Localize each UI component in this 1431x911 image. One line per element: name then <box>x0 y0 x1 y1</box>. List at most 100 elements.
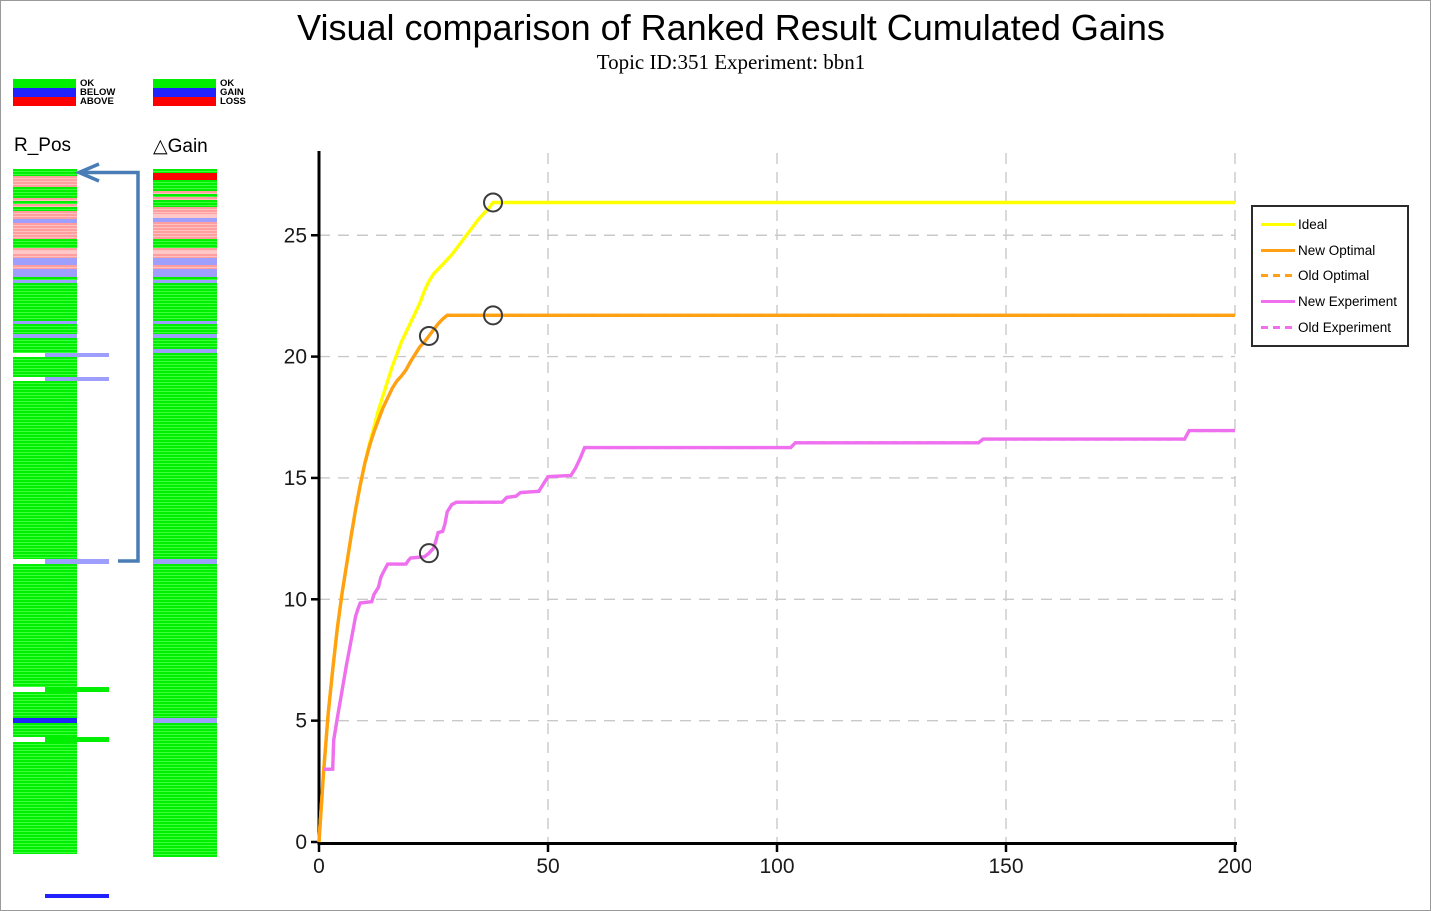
rank-stripe <box>13 687 109 692</box>
cutoff-marker <box>418 325 439 346</box>
rank-stripe <box>13 321 77 324</box>
x-tick-label: 0 <box>313 855 325 878</box>
stripe-wide-mark <box>45 353 109 357</box>
rank-stripe <box>13 737 109 742</box>
rank-stripe <box>153 239 217 248</box>
rank-stripe <box>13 223 77 239</box>
chart-legend-item: Old Experiment <box>1253 317 1407 337</box>
rank-stripe <box>13 201 77 204</box>
dgain-column-title: △Gain <box>153 136 208 157</box>
chart-legend-item: New Optimal <box>1253 240 1407 260</box>
legend-row: LOSS <box>153 96 323 107</box>
rank-stripe <box>153 173 217 180</box>
rank-stripe <box>153 254 217 258</box>
x-tick-label: 100 <box>759 855 794 878</box>
rank-stripe <box>13 381 77 559</box>
rank-stripe <box>153 258 217 265</box>
rank-stripe <box>13 169 77 176</box>
dgain-rank-bar <box>153 169 249 857</box>
rank-stripe <box>153 197 217 200</box>
legend-swatch <box>13 79 76 88</box>
rank-stripe <box>13 251 77 254</box>
chart-legend-label: New Experiment <box>1298 294 1398 310</box>
chart-legend: Ideal New Optimal Old Optimal New Experimen… <box>1251 205 1409 347</box>
y-tick-label: 5 <box>295 710 307 733</box>
rank-stripe <box>13 742 77 854</box>
chart-legend-line <box>1261 223 1295 227</box>
legend-row: OK <box>13 78 183 89</box>
chart-legend-label: Ideal <box>1298 217 1328 233</box>
rank-stripe <box>153 280 217 283</box>
legend-swatch <box>153 79 216 88</box>
rank-stripe <box>153 559 217 564</box>
y-tick-label: 15 <box>284 467 307 490</box>
legend-swatch <box>13 88 76 97</box>
stripe-gap <box>13 377 45 381</box>
rank-stripe <box>13 357 77 377</box>
series-new-experiment <box>323 428 1235 771</box>
rank-stripe <box>13 219 77 223</box>
dgain-color-legend: OK GAIN LOSS <box>153 78 323 109</box>
chart-legend-line <box>1261 274 1295 278</box>
x-tick-label: 50 <box>536 855 559 878</box>
legend-swatch <box>153 88 216 97</box>
rank-movement-arrow <box>74 162 140 563</box>
stripe-wide-mark <box>45 737 109 742</box>
legend-swatch <box>153 97 216 106</box>
legend-row: ABOVE <box>13 96 183 107</box>
rank-stripe <box>153 194 217 197</box>
rank-stripe <box>13 723 77 737</box>
stripe-gap <box>13 687 45 692</box>
series-old-optimal <box>317 313 1235 843</box>
chart-legend-item: Ideal <box>1253 215 1407 235</box>
rank-stripe <box>153 277 217 280</box>
rank-stripe <box>153 191 217 194</box>
rpos-rank-bar <box>13 169 109 854</box>
rank-stripe <box>13 269 77 277</box>
rank-stripe <box>153 349 217 353</box>
rank-stripe <box>13 338 77 353</box>
rank-stripe <box>153 324 217 334</box>
rank-stripe <box>153 218 217 222</box>
rank-stripe <box>13 176 77 187</box>
rank-stripe <box>153 334 217 338</box>
chart-legend-line <box>1261 325 1295 329</box>
legend-label: OK <box>220 78 235 89</box>
rank-stripe <box>153 338 217 349</box>
chart-canvas: 0 5 10 15 20 25 0 50 100 150 200 <box>284 151 1253 878</box>
legend-swatch <box>13 97 76 106</box>
rpos-color-legend: OK BELOW ABOVE <box>13 78 183 109</box>
rank-stripe <box>13 204 77 207</box>
rank-stripe <box>13 277 77 280</box>
rank-stripe <box>153 269 217 277</box>
chart-legend-label: Old Optimal <box>1298 268 1370 284</box>
rank-stripe <box>13 265 77 269</box>
rank-stripe <box>153 265 217 269</box>
stripe-gap <box>13 353 45 357</box>
rank-stripe <box>153 180 217 191</box>
page-title: Visual comparison of Ranked Result Cumul… <box>297 7 1165 48</box>
chart-legend-label: Old Experiment <box>1298 319 1392 335</box>
rank-stripe <box>153 169 217 173</box>
rank-stripe <box>153 200 217 207</box>
rank-stripe <box>153 353 217 559</box>
x-tick-label: 200 <box>1217 855 1251 878</box>
stripe-wide-mark <box>45 377 109 381</box>
stripe-gap <box>13 559 45 564</box>
legend-label: GAIN <box>220 87 244 98</box>
rank-stripe <box>13 324 77 334</box>
rank-stripe <box>13 280 77 283</box>
rank-stripe <box>153 222 217 239</box>
chart-legend-label: New Optimal <box>1298 242 1376 258</box>
rank-stripe <box>13 334 77 338</box>
page-subtitle: Topic ID:351 Experiment: bbn1 <box>596 50 866 74</box>
cumulated-gain-chart: 0 5 10 15 20 25 0 50 100 150 200 <box>271 141 1253 903</box>
rank-stripe <box>153 251 217 254</box>
rank-stripe <box>13 692 77 718</box>
y-tick-label: 25 <box>284 224 307 247</box>
rank-stripe <box>13 187 77 198</box>
rank-stripe <box>13 559 109 564</box>
rank-stripe <box>13 239 77 248</box>
rank-stripe <box>13 258 77 265</box>
rank-stripe <box>13 564 77 687</box>
